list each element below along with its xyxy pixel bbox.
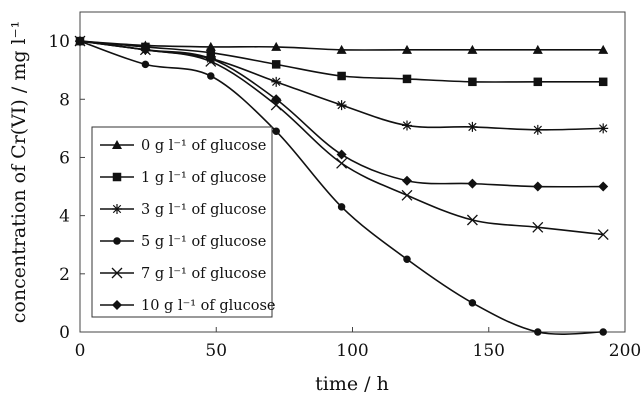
data-point-diamond — [598, 181, 609, 192]
data-point-diamond — [336, 149, 347, 160]
legend-entry: 7 g l⁻¹ of glucose — [100, 266, 266, 282]
y-tick-label: 4 — [59, 207, 70, 227]
legend-label: 1 g l⁻¹ of glucose — [141, 170, 266, 186]
data-point-triangle — [532, 44, 543, 54]
data-point-x — [597, 229, 609, 241]
y-tick-label: 6 — [59, 148, 70, 168]
x-tick-label: 200 — [609, 341, 641, 361]
data-point-x — [532, 221, 544, 233]
legend-entry: 10 g l⁻¹ of glucose — [100, 298, 276, 314]
data-point-asterisk — [532, 124, 543, 135]
legend-label: 3 g l⁻¹ of glucose — [141, 202, 266, 218]
data-point-circle — [141, 60, 150, 69]
y-tick-label: 2 — [59, 265, 70, 285]
data-point-asterisk — [402, 120, 412, 131]
legend-label: 10 g l⁻¹ of glucose — [141, 298, 276, 314]
data-point-circle — [207, 72, 215, 80]
series-diamond — [75, 36, 609, 192]
data-point-x — [336, 157, 348, 169]
data-point-circle — [599, 328, 607, 336]
data-point-circle — [534, 328, 542, 336]
data-point-triangle — [336, 44, 347, 54]
data-point-circle — [337, 203, 346, 211]
data-point-triangle — [112, 140, 122, 149]
legend-label: 0 g l⁻¹ of glucose — [141, 138, 266, 154]
legend-box — [91, 126, 273, 318]
data-point-diamond — [402, 175, 412, 186]
data-point-diamond — [532, 181, 543, 192]
data-point-x — [466, 214, 478, 226]
data-point-diamond — [75, 36, 85, 47]
data-point-triangle — [467, 44, 478, 54]
data-point-square — [598, 77, 608, 87]
legend-label: 7 g l⁻¹ of glucose — [141, 266, 266, 282]
data-point-circle — [468, 299, 477, 307]
data-point-square — [533, 77, 543, 87]
legend-entry: 3 g l⁻¹ of glucose — [100, 202, 266, 218]
legend: 0 g l⁻¹ of glucose 1 g l⁻¹ of glucose 3 g … — [91, 126, 276, 318]
y-tick-label: 10 — [48, 32, 70, 52]
y-tick-label: 0 — [59, 323, 70, 343]
legend-entry: 0 g l⁻¹ of glucose — [100, 138, 266, 154]
x-tick-label: 100 — [336, 341, 368, 361]
y-tick-label: 8 — [59, 90, 70, 110]
data-point-diamond — [467, 178, 478, 189]
data-point-square — [271, 60, 281, 69]
data-point-diamond — [112, 300, 122, 310]
data-point-square — [112, 172, 122, 182]
x-tick-label: 50 — [205, 341, 227, 361]
data-point-circle — [403, 255, 411, 264]
series-layer — [74, 35, 609, 336]
data-point-square — [206, 48, 216, 57]
data-point-square — [402, 74, 412, 84]
data-point-asterisk — [271, 76, 282, 87]
data-point-asterisk — [336, 100, 347, 111]
data-point-x — [111, 267, 123, 279]
data-point-asterisk — [112, 204, 122, 214]
x-tick-label: 150 — [473, 341, 505, 361]
data-point-diamond — [271, 94, 282, 105]
x-tick-label: 0 — [75, 341, 86, 361]
data-point-x — [401, 189, 413, 201]
data-point-triangle — [402, 44, 412, 54]
legend-label: 5 g l⁻¹ of glucose — [141, 234, 266, 250]
data-point-triangle — [598, 44, 609, 54]
y-axis: 0 2 4 6 8 10 — [48, 32, 85, 343]
data-point-square — [468, 77, 477, 87]
series-square — [75, 36, 608, 87]
legend-entry: 1 g l⁻¹ of glucose — [100, 170, 266, 186]
data-point-diamond — [205, 53, 216, 64]
data-point-circle — [272, 127, 280, 136]
x-axis: 0 50 100 150 200 — [75, 327, 641, 361]
legend-entry: 5 g l⁻¹ of glucose — [100, 234, 266, 250]
data-point-asterisk — [467, 121, 478, 132]
data-point-triangle — [271, 41, 282, 51]
series-line — [79, 40, 604, 131]
series-circle — [76, 37, 607, 336]
data-point-square — [337, 71, 346, 81]
data-point-asterisk — [598, 123, 609, 134]
data-point-diamond — [140, 44, 151, 55]
y-axis-label: concentration of Cr(VI) / mg l⁻¹ — [8, 21, 30, 324]
x-axis-label: time / h — [315, 373, 389, 395]
data-point-circle — [113, 237, 121, 245]
